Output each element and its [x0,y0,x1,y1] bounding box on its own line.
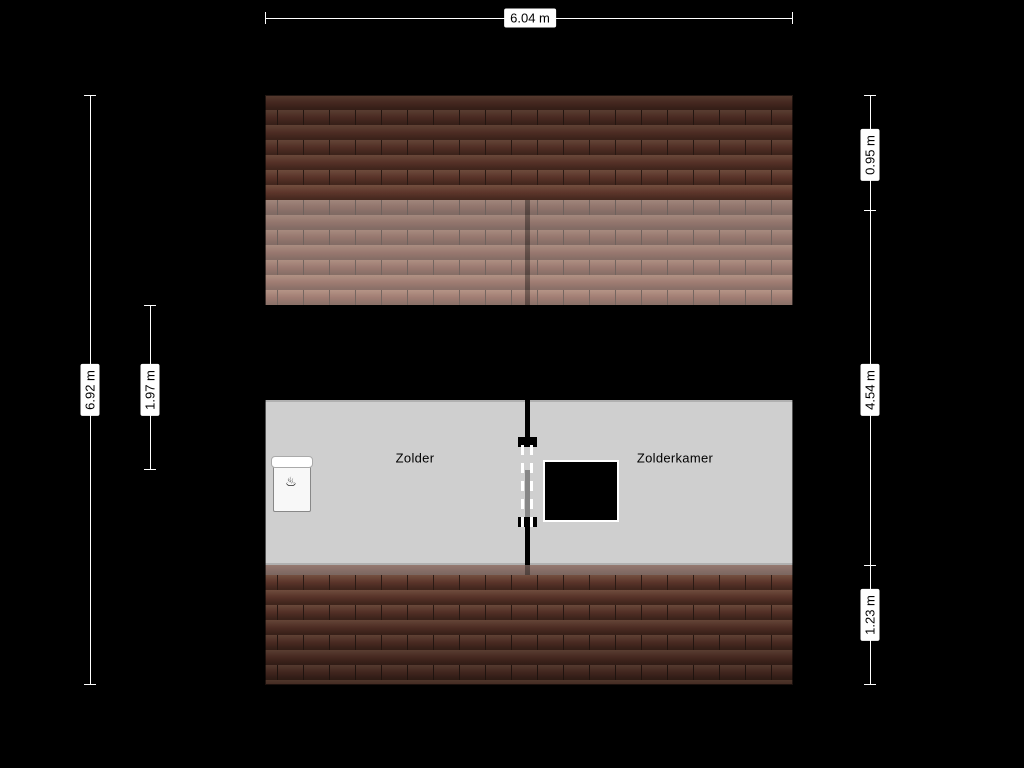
dim-label-left-inner: 1.97 m [141,364,160,416]
door-dash [521,445,524,455]
door-dash [521,517,524,527]
door-dash [530,463,533,473]
partition-ext [525,470,530,575]
door-dash [530,481,533,491]
door-dash [521,499,524,509]
door-dash [521,481,524,491]
partition-ext [525,200,530,400]
dim-tick [144,469,156,470]
dim-tick [144,305,156,306]
dim-label-right-1: 0.95 m [861,129,880,181]
dim-tick [864,95,876,96]
plan-area: ♨ Zolder Zolderkamer [265,95,793,685]
dim-tick [84,684,96,685]
dim-tick [864,684,876,685]
door-dash [530,517,533,527]
floorplan-stage: 6.04 m 0.95 m 4.54 m 1.23 m 6.92 m 1.97 … [0,0,1024,768]
dim-tick [864,565,876,566]
door-dash [530,499,533,509]
dim-label-left-outer: 6.92 m [81,364,100,416]
dim-label-top: 6.04 m [504,9,556,28]
dim-tick [265,12,266,24]
dim-tick [84,95,96,96]
dim-label-right-2: 4.54 m [861,364,880,416]
door-dash [521,463,524,473]
door-dash [530,445,533,455]
dim-tick [864,210,876,211]
dim-label-right-3: 1.23 m [861,589,880,641]
dim-tick [792,12,793,24]
